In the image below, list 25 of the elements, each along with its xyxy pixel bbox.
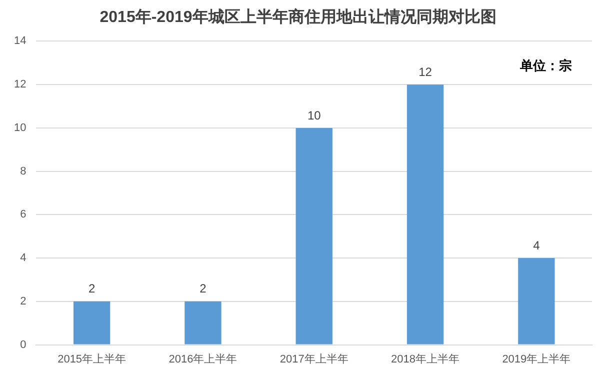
data-label: 2: [200, 282, 207, 296]
bar: [296, 128, 332, 344]
y-tick-label: 14: [14, 35, 26, 48]
bar: [518, 258, 555, 344]
y-tick-label: 12: [14, 78, 26, 91]
x-tick-label: 2019年上半年: [502, 352, 571, 366]
data-label: 2: [88, 282, 96, 296]
y-tick-label: 6: [20, 208, 26, 221]
data-label: 10: [307, 108, 322, 122]
x-tick-label: 2015年上半年: [58, 352, 126, 366]
bar: [406, 84, 444, 344]
y-tick-label: 10: [14, 122, 26, 134]
y-tick-label: 8: [20, 165, 26, 178]
bar: [184, 301, 222, 344]
data-label: 12: [418, 64, 432, 79]
x-tick-label: 2018年上半年: [391, 352, 460, 366]
bar: [73, 301, 110, 344]
data-label: 4: [533, 238, 540, 252]
x-tick-label: 2016年上半年: [168, 352, 238, 366]
x-tick-label: 2017年上半年: [280, 352, 348, 366]
y-tick-label: 0: [20, 338, 26, 351]
annotation: 单位：宗: [519, 58, 572, 73]
chart-title: 2015年-2019年城区上半年商住用地出让情况同期对比图: [100, 8, 496, 26]
y-tick-label: 4: [20, 252, 26, 264]
y-tick-label: 2: [20, 295, 26, 308]
